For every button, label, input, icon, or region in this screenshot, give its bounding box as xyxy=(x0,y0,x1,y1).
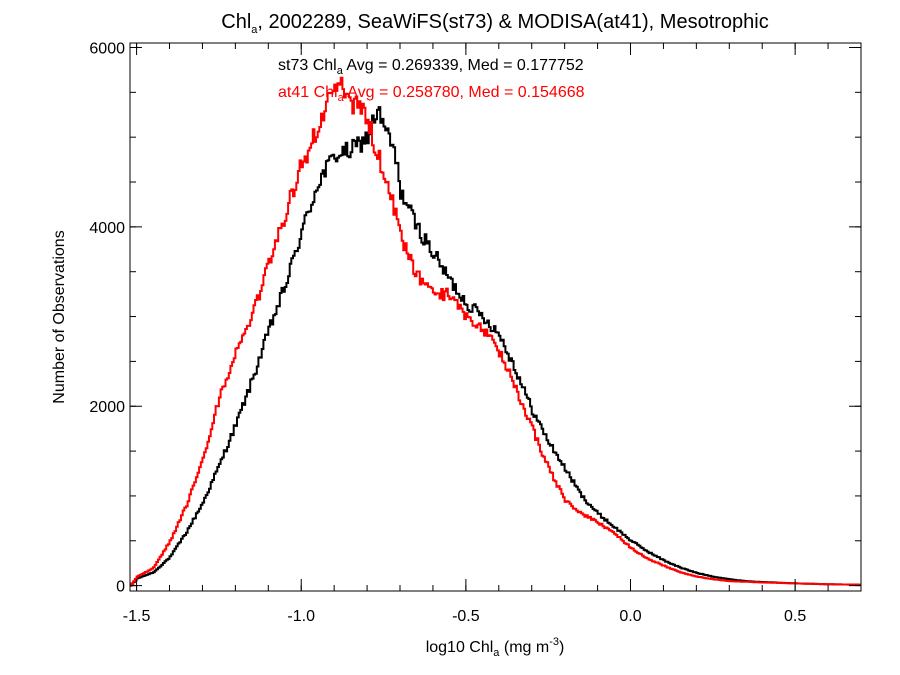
x-axis-label: log10 Chla (mg m-3) xyxy=(426,636,565,659)
x-axis-label-superscript: -3 xyxy=(549,636,559,648)
x-tick-label: 0.5 xyxy=(784,608,806,625)
annotation-st73-rest: Avg = 0.269339, Med = 0.177752 xyxy=(343,57,584,74)
chart-title-subscript: a xyxy=(251,24,258,36)
chart-title: Chla, 2002289, SeaWiFS(st73) & MODISA(at… xyxy=(221,11,768,36)
annotation-at41-rest: Avg = 0.258780, Med = 0.154668 xyxy=(344,84,585,101)
y-tick-label: 6000 xyxy=(89,40,125,57)
plot-area xyxy=(130,76,861,587)
x-axis-label-suffix: ) xyxy=(559,639,564,656)
annotation-st73-subscript: a xyxy=(337,65,344,77)
x-axis-label-subscript: a xyxy=(493,647,500,659)
x-tick-label: -0.5 xyxy=(452,608,480,625)
chart-title-prefix: Chl xyxy=(221,11,251,33)
annotation-st73-prefix: st73 Chl xyxy=(278,57,337,74)
x-axis-label-prefix: log10 Chl xyxy=(426,639,494,656)
y-tick-label: 0 xyxy=(116,579,125,596)
y-tick-label: 4000 xyxy=(89,220,125,237)
x-axis-label-mid: (mg m xyxy=(499,639,549,656)
annotation-at41: at41 Chla Avg = 0.258780, Med = 0.154668 xyxy=(278,84,585,104)
y-axis-label: Number of Observations xyxy=(51,230,68,403)
y-tick-label: 2000 xyxy=(89,399,125,416)
annotation-st73: st73 Chla Avg = 0.269339, Med = 0.177752 xyxy=(278,57,584,77)
chart-title-rest: , 2002289, SeaWiFS(st73) & MODISA(at41),… xyxy=(257,11,768,33)
x-tick-label: -1.5 xyxy=(123,608,151,625)
series-st73-line xyxy=(130,106,861,587)
plot-frame xyxy=(129,42,862,592)
axis-ticks: -1.5 -1.0 -0.5 0.0 0.5 0 2000 4000 6000 xyxy=(89,40,862,625)
annotation-at41-prefix: at41 Chl xyxy=(278,84,338,101)
x-tick-label: 0.0 xyxy=(619,608,641,625)
series-at41-line xyxy=(130,76,861,587)
x-tick-label: -1.0 xyxy=(287,608,315,625)
annotation-at41-subscript: a xyxy=(338,92,345,104)
